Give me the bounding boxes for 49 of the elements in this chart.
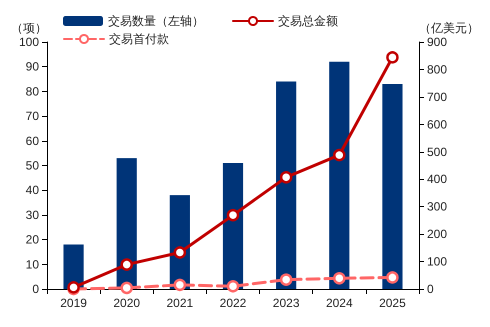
legend-label: 交易总金额 [278,14,338,28]
bar [276,82,296,289]
x-tick-label: 2025 [379,296,406,310]
x-tick-label: 2019 [60,296,88,310]
y2-axis-title: （亿美元） [419,21,479,35]
point [174,246,186,259]
y2-tick-label: 500 [427,144,448,159]
bar [329,62,350,289]
x-tick-label: 2021 [166,296,194,310]
point [386,271,399,284]
point [174,278,186,292]
y-tick-label: 20 [26,232,40,247]
point [280,273,292,286]
point [280,171,292,184]
y2-tick-label: 200 [427,227,448,242]
bar [382,84,403,289]
point [226,280,240,293]
bar [116,158,137,289]
y-tick-label: 30 [26,208,40,222]
point [386,51,399,64]
legend-label: 交易数量（左轴） [108,14,204,28]
y-tick-label: 60 [26,134,40,148]
x-tick-label: 2020 [113,296,140,310]
y-axis-title: （项） [11,21,47,35]
y-tick-label: 80 [26,84,40,98]
y2-tick-label: 900 [427,35,448,49]
point [333,148,346,162]
x-tick-label: 2023 [272,296,300,310]
y-tick-label: 10 [26,257,40,272]
point [226,208,240,222]
x-tick-label: 2024 [326,296,353,310]
point [120,258,133,271]
y2-tick-label: 400 [427,172,448,186]
y-tick-label: 0 [32,282,40,296]
point [120,282,133,294]
y-tick-label: 90 [26,60,40,74]
y-tick-label: 50 [26,158,40,172]
y-tick-label: 70 [26,109,40,124]
y2-tick-label: 0 [427,282,434,296]
y2-tick-label: 300 [427,200,448,214]
y2-tick-label: 800 [427,62,448,76]
y2-tick-label: 100 [427,254,448,269]
y-tick-label: 100 [18,35,40,49]
y-tick-label: 40 [26,183,40,198]
x-tick-label: 2022 [220,296,247,310]
point [333,272,346,285]
legend-label: 交易首付款 [109,32,169,46]
y2-tick-label: 600 [427,117,448,132]
y2-tick-label: 700 [427,90,448,104]
